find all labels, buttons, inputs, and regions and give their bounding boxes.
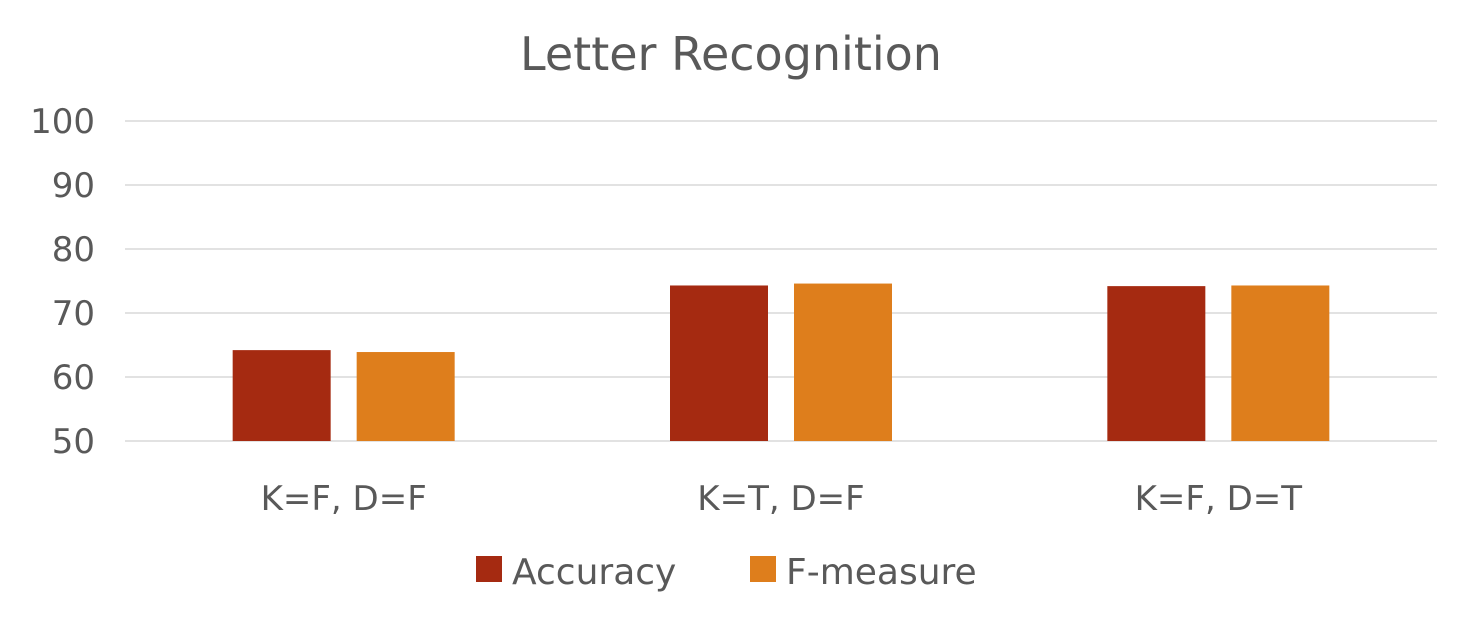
bar-f-measure-3 (1231, 285, 1330, 441)
gridlines (125, 120, 1437, 442)
legend-swatch-accuracy (476, 556, 502, 582)
y-tick-label: 50 (52, 422, 95, 462)
y-tick-label: 80 (52, 230, 95, 270)
x-category-label: K=F, D=F (261, 479, 427, 519)
legend-swatch-f-measure (750, 556, 776, 582)
bar-f-measure-1 (356, 352, 455, 441)
chart-title: Letter Recognition (520, 27, 942, 81)
x-category-label: K=T, D=F (697, 479, 864, 519)
bars (232, 283, 1330, 441)
y-axis-ticks: 50 60 70 80 90 100 (30, 102, 95, 462)
bar-accuracy-2 (670, 285, 768, 441)
bar-accuracy-1 (232, 350, 331, 441)
x-axis-categories: K=F, D=F K=T, D=F K=F, D=T (261, 479, 1303, 519)
y-tick-label: 100 (30, 102, 95, 142)
y-tick-label: 90 (52, 166, 95, 206)
y-tick-label: 60 (52, 358, 95, 398)
y-tick-label: 70 (52, 294, 95, 334)
legend-label: F-measure (786, 552, 977, 593)
bar-f-measure-2 (794, 283, 892, 441)
legend: Accuracy F-measure (476, 552, 977, 593)
legend-label: Accuracy (512, 552, 676, 593)
bar-accuracy-3 (1107, 286, 1206, 441)
x-category-label: K=F, D=T (1135, 479, 1303, 519)
